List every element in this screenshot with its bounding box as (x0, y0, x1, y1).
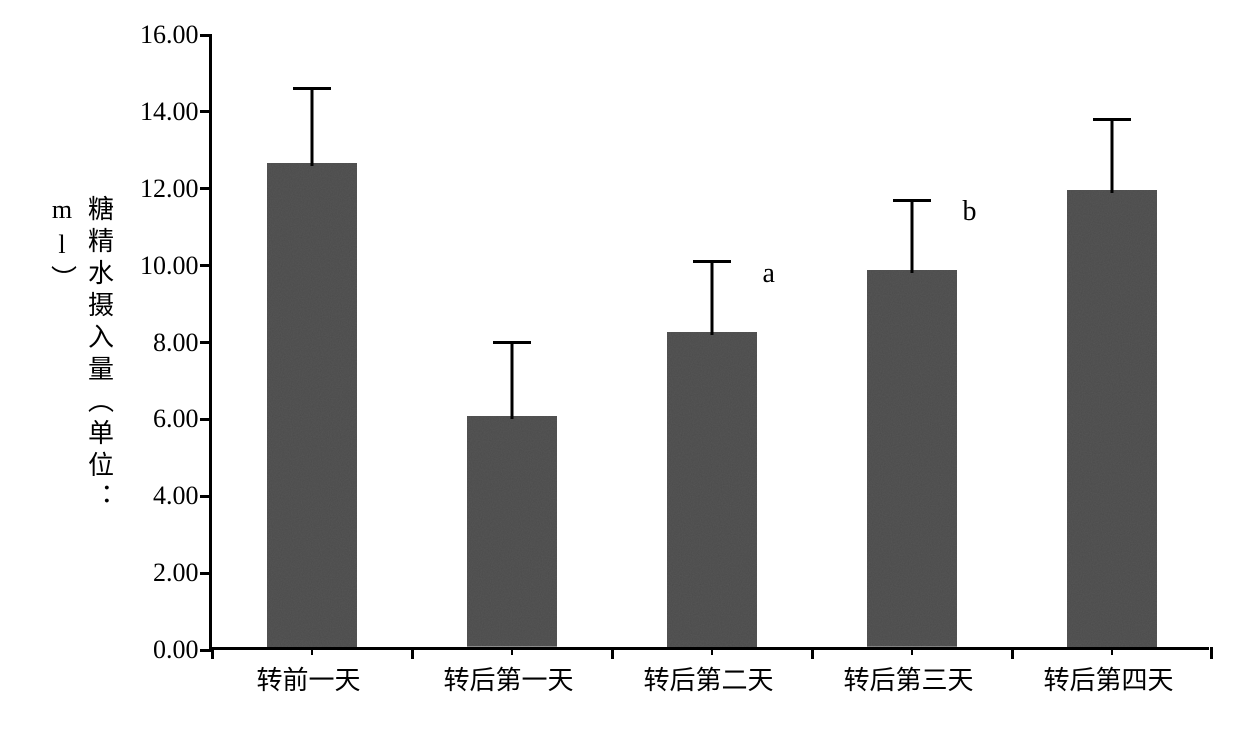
y-axis-title: 糖精水摄入量（单位：ml） (44, 195, 118, 545)
y-tick (200, 110, 212, 113)
bar (267, 163, 357, 647)
y-tick (200, 264, 212, 267)
x-tick (611, 647, 614, 659)
x-tick-minor (511, 647, 513, 655)
x-tick (1210, 647, 1213, 659)
x-tick-label: 转前一天 (256, 660, 360, 697)
bar (1067, 190, 1157, 647)
x-tick-minor (1111, 647, 1113, 655)
y-tick (200, 187, 212, 190)
bar-annotation: a (763, 258, 775, 290)
y-tick (200, 495, 212, 498)
y-tick-label: 0.00 (153, 635, 199, 665)
y-tick-label: 4.00 (153, 481, 199, 511)
bar-annotation: b (963, 196, 977, 228)
x-tick-label: 转后第四天 (1043, 660, 1173, 697)
y-tick-label: 2.00 (153, 558, 199, 588)
y-tick-label: 14.00 (140, 97, 199, 127)
x-tick-minor (311, 647, 313, 655)
x-tick (811, 647, 814, 659)
y-tick-label: 16.00 (140, 20, 199, 50)
y-tick (200, 572, 212, 575)
y-tick (200, 341, 212, 344)
bar (867, 270, 957, 647)
y-tick-label: 6.00 (153, 404, 199, 434)
bar (667, 332, 757, 647)
bar (467, 416, 557, 647)
x-tick-label: 转后第三天 (843, 660, 973, 697)
x-tick (211, 647, 214, 659)
x-tick-minor (711, 647, 713, 655)
x-tick (1011, 647, 1014, 659)
plot-area: ab (209, 35, 1209, 650)
x-tick-minor (911, 647, 913, 655)
y-tick-label: 12.00 (140, 174, 199, 204)
chart-container: 糖精水摄入量（单位：ml） ab 0.002.004.006.008.0010.… (29, 20, 1229, 720)
y-tick (200, 34, 212, 37)
y-tick-label: 10.00 (140, 251, 199, 281)
y-tick-label: 8.00 (153, 328, 199, 358)
x-tick-label: 转后第二天 (643, 660, 773, 697)
x-tick-label: 转后第一天 (443, 660, 573, 697)
x-tick (411, 647, 414, 659)
y-tick (200, 418, 212, 421)
